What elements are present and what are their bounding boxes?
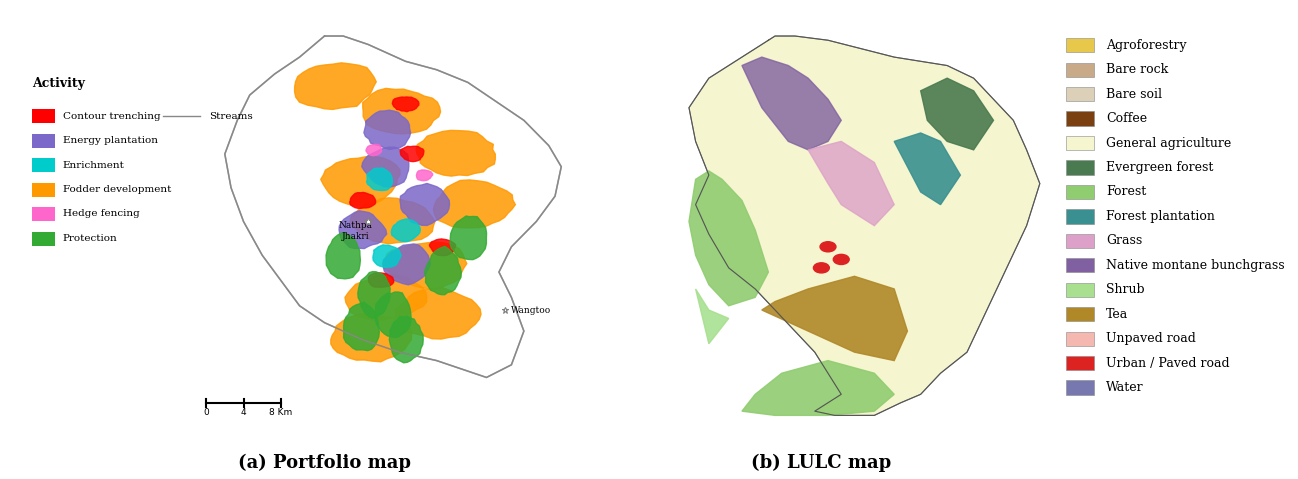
Text: Bare rock: Bare rock xyxy=(1106,63,1168,76)
Text: Forest plantation: Forest plantation xyxy=(1106,210,1215,223)
Bar xyxy=(1067,160,1094,175)
Text: Hedge fencing: Hedge fencing xyxy=(62,209,140,218)
Polygon shape xyxy=(331,313,411,362)
Polygon shape xyxy=(225,36,561,377)
Bar xyxy=(31,158,56,172)
Text: Coffee: Coffee xyxy=(1106,112,1147,125)
Circle shape xyxy=(833,254,849,264)
Text: Activity: Activity xyxy=(31,77,84,90)
Polygon shape xyxy=(375,292,411,338)
Text: Tea: Tea xyxy=(1106,308,1128,321)
Text: Agroforestry: Agroforestry xyxy=(1106,39,1186,52)
Bar xyxy=(31,109,56,123)
Bar xyxy=(1067,331,1094,346)
Circle shape xyxy=(814,263,829,273)
Polygon shape xyxy=(362,89,440,134)
Text: Evergreen forest: Evergreen forest xyxy=(1106,161,1214,174)
Text: General agriculture: General agriculture xyxy=(1106,137,1232,149)
Text: Streams: Streams xyxy=(209,112,253,121)
Text: Unpaved road: Unpaved road xyxy=(1106,332,1195,345)
Polygon shape xyxy=(326,233,361,279)
Text: Wangtoo: Wangtoo xyxy=(511,306,552,315)
Polygon shape xyxy=(321,157,400,206)
Text: Native montane bunchgrass: Native montane bunchgrass xyxy=(1106,259,1285,272)
Text: Forest: Forest xyxy=(1106,185,1146,198)
Bar xyxy=(1067,209,1094,224)
Polygon shape xyxy=(373,245,401,267)
Text: (a) Portfolio map: (a) Portfolio map xyxy=(238,453,411,472)
Bar xyxy=(1067,258,1094,273)
Polygon shape xyxy=(389,316,423,363)
Polygon shape xyxy=(894,133,961,205)
Text: Nathpa
Jhakri: Nathpa Jhakri xyxy=(339,221,373,241)
Text: (b) LULC map: (b) LULC map xyxy=(752,453,892,472)
Text: 4: 4 xyxy=(240,409,247,417)
Polygon shape xyxy=(349,193,375,208)
Bar xyxy=(1067,307,1094,321)
Bar xyxy=(1067,112,1094,126)
Polygon shape xyxy=(742,57,841,150)
Polygon shape xyxy=(391,219,421,241)
Polygon shape xyxy=(689,36,1040,415)
Bar xyxy=(31,207,56,221)
Text: Grass: Grass xyxy=(1106,234,1142,247)
Polygon shape xyxy=(809,141,894,226)
Text: 0: 0 xyxy=(204,409,209,417)
Polygon shape xyxy=(762,276,907,361)
Polygon shape xyxy=(362,147,409,187)
Bar xyxy=(31,232,56,246)
Polygon shape xyxy=(339,211,387,249)
Bar xyxy=(1067,63,1094,77)
Polygon shape xyxy=(450,216,487,260)
Bar xyxy=(1067,87,1094,102)
Polygon shape xyxy=(383,242,467,289)
Text: Contour trenching: Contour trenching xyxy=(62,112,161,121)
Polygon shape xyxy=(430,239,456,256)
Polygon shape xyxy=(366,168,392,191)
Text: Enrichment: Enrichment xyxy=(62,160,125,170)
Bar xyxy=(1067,234,1094,248)
Text: 8 Km: 8 Km xyxy=(269,409,292,417)
Polygon shape xyxy=(742,361,894,415)
Bar xyxy=(1067,185,1094,199)
Text: Energy plantation: Energy plantation xyxy=(62,136,158,145)
Bar xyxy=(31,134,56,148)
Polygon shape xyxy=(396,287,482,339)
Text: Protection: Protection xyxy=(62,234,118,243)
Polygon shape xyxy=(350,198,435,244)
Polygon shape xyxy=(392,97,419,112)
Text: Urban / Paved road: Urban / Paved road xyxy=(1106,357,1229,370)
Polygon shape xyxy=(345,274,427,320)
Text: Shrub: Shrub xyxy=(1106,283,1145,297)
Polygon shape xyxy=(344,302,379,351)
Text: Water: Water xyxy=(1106,381,1144,394)
Polygon shape xyxy=(363,110,410,149)
Bar xyxy=(31,182,56,196)
Bar xyxy=(1067,283,1094,297)
Polygon shape xyxy=(366,144,382,156)
Polygon shape xyxy=(383,244,431,285)
Polygon shape xyxy=(424,246,461,295)
Polygon shape xyxy=(358,272,391,319)
Text: Bare soil: Bare soil xyxy=(1106,88,1162,101)
Polygon shape xyxy=(400,146,424,161)
Polygon shape xyxy=(400,183,449,226)
Polygon shape xyxy=(696,289,728,344)
Polygon shape xyxy=(417,130,496,176)
Polygon shape xyxy=(920,78,993,150)
Polygon shape xyxy=(295,63,376,109)
Bar xyxy=(1067,38,1094,53)
Circle shape xyxy=(820,242,836,252)
Polygon shape xyxy=(689,171,768,306)
Polygon shape xyxy=(434,180,515,228)
Bar xyxy=(1067,136,1094,150)
Bar xyxy=(1067,356,1094,370)
Bar xyxy=(1067,380,1094,395)
Text: Fodder development: Fodder development xyxy=(62,185,171,194)
Polygon shape xyxy=(417,170,432,181)
Polygon shape xyxy=(369,273,393,287)
